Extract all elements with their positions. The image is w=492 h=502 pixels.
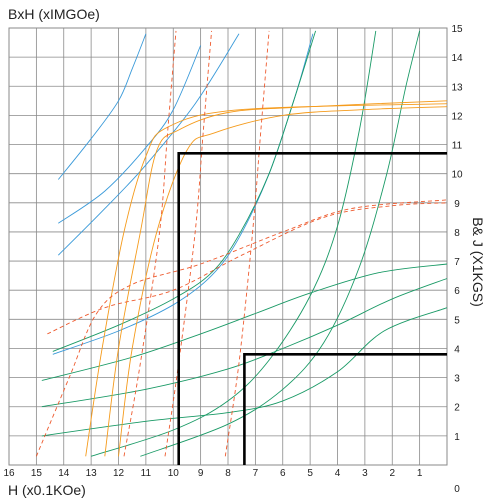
x-tick-label: 11 bbox=[141, 468, 152, 479]
x-tick-label: 8 bbox=[225, 468, 231, 479]
intrinsic-hot-curve bbox=[164, 30, 213, 457]
intrinsic-20C-curve bbox=[118, 106, 448, 457]
y-tick-label: 3 bbox=[454, 374, 460, 385]
y-tick-label: 4 bbox=[454, 344, 460, 355]
x-tick-label: 13 bbox=[86, 468, 98, 479]
y-tick-label: 7 bbox=[454, 257, 460, 268]
x-tick-label: 15 bbox=[31, 468, 43, 479]
y-tick-label: 2 bbox=[454, 403, 460, 414]
intrinsic-hot-curve bbox=[35, 199, 448, 457]
y-tick-label: 12 bbox=[451, 111, 463, 122]
x-tick-label: 3 bbox=[362, 468, 368, 479]
x-tick-label: 6 bbox=[280, 468, 286, 479]
intrinsic-hot-curve bbox=[224, 30, 270, 457]
intrinsic-20C-curve bbox=[85, 103, 448, 457]
y-tick-label: 5 bbox=[454, 315, 460, 326]
y-tick-label: 10 bbox=[451, 170, 463, 181]
y-tick-label: 6 bbox=[454, 286, 460, 297]
x-tick-label: 16 bbox=[3, 468, 15, 479]
x-tick-label: 9 bbox=[198, 468, 204, 479]
operating-point-curve bbox=[177, 152, 447, 465]
x-tick-label: 7 bbox=[253, 468, 259, 479]
x-axis-label: H (x0.1KOe) bbox=[8, 482, 86, 498]
chart-title: BxH (xIMGOe) bbox=[8, 6, 100, 22]
operating-point-curve bbox=[243, 353, 447, 465]
y-tick-label: 14 bbox=[451, 53, 463, 64]
demag-cgs-curve bbox=[90, 30, 377, 457]
x-tick-label: 14 bbox=[58, 468, 70, 479]
energy-product-curve bbox=[58, 45, 202, 224]
x-tick-label: 12 bbox=[113, 468, 125, 479]
y-axis-label: B& J (X1KGS) bbox=[470, 217, 486, 306]
demag-cgs-curve bbox=[41, 278, 448, 408]
origin-label: 0 bbox=[454, 484, 460, 495]
x-tick-label: 4 bbox=[335, 468, 341, 479]
intrinsic-hot-curve bbox=[123, 30, 177, 457]
x-tick-label: 2 bbox=[389, 468, 395, 479]
y-tick-label: 11 bbox=[452, 141, 463, 152]
intrinsic-hot-curve bbox=[47, 202, 448, 335]
chart-curves bbox=[35, 30, 448, 465]
y-tick-label: 8 bbox=[454, 228, 460, 239]
x-tick-label: 5 bbox=[307, 468, 313, 479]
energy-product-curve bbox=[57, 33, 147, 180]
x-tick-label: 1 bbox=[417, 468, 423, 479]
chart-grid bbox=[8, 27, 448, 466]
demag-cgs-curve bbox=[41, 307, 448, 437]
demag-cgs-curve bbox=[52, 30, 317, 352]
y-tick-label: 1 bbox=[454, 432, 460, 443]
energy-product-curve bbox=[57, 33, 240, 256]
y-tick-label: 15 bbox=[451, 24, 463, 35]
y-tick-label: 13 bbox=[451, 82, 463, 93]
demag-cgs-curve bbox=[140, 30, 421, 457]
x-axis-ticks: 16 15 14 13 12 11 10 9 8 7 6 5 4 3 2 1 bbox=[3, 468, 422, 479]
y-tick-label: 9 bbox=[454, 199, 460, 210]
x-tick-label: 10 bbox=[168, 468, 180, 479]
